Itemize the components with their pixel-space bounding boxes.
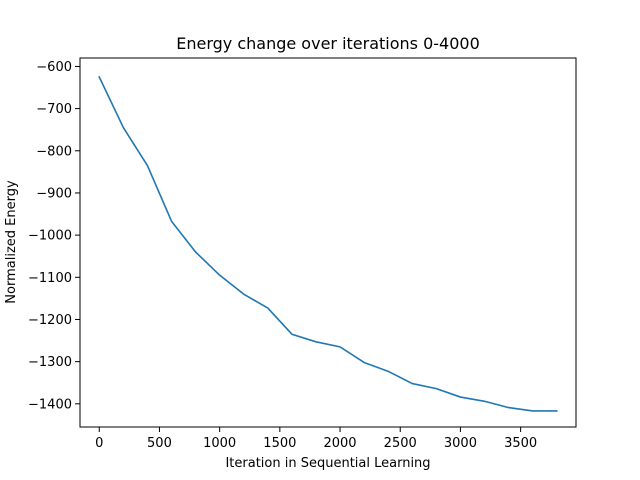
- series-line-1: [98, 75, 558, 412]
- y-tick-label: −800: [36, 144, 72, 159]
- y-tick-label: −1200: [28, 313, 72, 328]
- x-tick-label: 3000: [444, 436, 477, 451]
- x-tick-label: 2000: [323, 436, 356, 451]
- x-tick-label: 3500: [504, 436, 537, 451]
- x-tick-label: 1500: [263, 436, 296, 451]
- plot-frame: [79, 57, 577, 428]
- y-tick-label: −1300: [28, 355, 72, 370]
- y-tick-label: −1400: [28, 397, 72, 412]
- x-tick-label: 2500: [384, 436, 417, 451]
- y-axis-title: Normalized Energy: [4, 180, 19, 304]
- y-tick-label: −1000: [28, 229, 72, 244]
- plot-area: [98, 75, 558, 412]
- y-tick-label: −600: [36, 60, 72, 75]
- y-tick-label: −700: [36, 102, 72, 117]
- y-tick-label: −900: [36, 186, 72, 201]
- x-axis-title: Iteration in Sequential Learning: [225, 456, 430, 471]
- x-tick-label: 0: [95, 436, 103, 451]
- x-tick-label: 1000: [203, 436, 236, 451]
- x-tick-label: 500: [147, 436, 172, 451]
- chart-title: Energy change over iterations 0-4000: [176, 34, 480, 53]
- y-tick-label: −1100: [28, 271, 72, 286]
